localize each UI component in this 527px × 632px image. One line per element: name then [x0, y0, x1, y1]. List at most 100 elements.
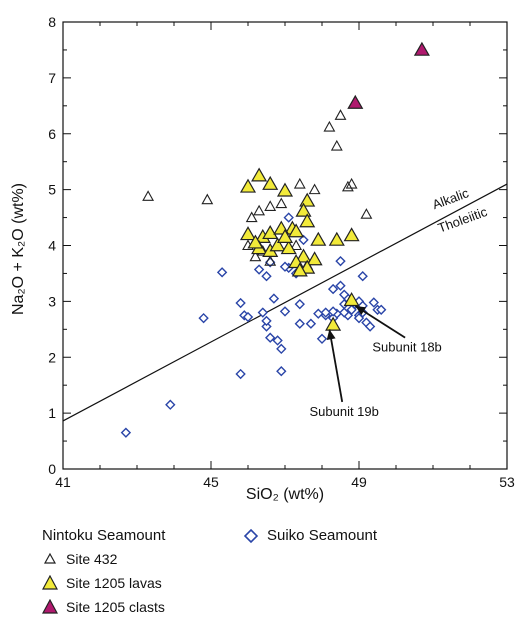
data-point-diamond [364, 321, 376, 332]
y-tick-label: 1 [48, 405, 56, 421]
data-point-filled-triangle [306, 251, 323, 266]
data-point-filled-triangle [291, 262, 308, 277]
legend-label: Suiko Seamount [267, 527, 378, 544]
data-point-diamond [261, 321, 272, 332]
data-point-diamond [261, 315, 272, 327]
data-point-open-triangle [330, 139, 343, 151]
data-point-filled-triangle [413, 41, 430, 56]
data-point-filled-triangle [239, 226, 257, 241]
data-point-filled-triangle [347, 94, 364, 109]
data-point-filled-triangle [262, 175, 279, 190]
y-axis-label: Na₂O + K₂O (wt%) [10, 183, 27, 315]
data-point-diamond [327, 283, 339, 295]
data-point-open-triangle [253, 204, 266, 216]
data-point-diamond [257, 307, 268, 318]
y-tick-label: 0 [48, 461, 56, 477]
legend-label: Site 432 [66, 551, 118, 567]
y-tick-label: 5 [48, 182, 56, 198]
data-point-diamond [253, 264, 265, 275]
x-tick-label: 49 [351, 474, 367, 490]
data-point-filled-triangle [247, 234, 264, 249]
legend: Nintoku Seamount Suiko Seamount Site 432… [42, 527, 512, 627]
data-point-filled-triangle [295, 202, 312, 217]
data-point-open-triangle [323, 120, 336, 132]
diamond-icon [243, 528, 259, 543]
data-point-diamond [235, 368, 246, 380]
data-point-diamond [368, 297, 379, 308]
data-point-open-triangle [245, 211, 258, 223]
data-point-diamond [268, 293, 280, 304]
alkalic-tholeiitic-divider [62, 183, 508, 422]
data-point-open-triangle [308, 183, 321, 195]
data-point-diamond [276, 366, 287, 377]
data-point-filled-triangle [288, 223, 305, 238]
data-point-diamond [283, 212, 294, 223]
x-axis-label: SiO₂ (wt%) [246, 486, 324, 503]
data-point-diamond [335, 255, 346, 267]
data-point-filled-triangle [251, 167, 268, 182]
data-point-diamond [279, 261, 291, 272]
data-point-diamond [216, 267, 228, 278]
annotation-label: Subunit 19b [309, 404, 378, 419]
data-point-diamond [198, 312, 209, 324]
data-point-diamond [357, 271, 368, 282]
data-point-filled-triangle [310, 231, 327, 246]
legend-nintoku-heading: Nintoku Seamount [42, 527, 166, 544]
data-point-open-triangle [341, 180, 354, 192]
data-point-diamond [313, 308, 324, 319]
data-point-filled-triangle [299, 192, 316, 207]
legend-item-site-1205-lavas: Site 1205 lavas [42, 575, 162, 591]
legend-label: Site 1205 lavas [66, 575, 162, 591]
y-tick-label: 2 [48, 349, 56, 365]
data-point-filled-triangle [299, 213, 316, 228]
data-point-open-triangle [142, 190, 155, 201]
data-point-open-triangle [290, 239, 303, 251]
annotation-arrowhead [326, 329, 336, 340]
annotation-arrowhead [355, 305, 367, 316]
alkalic-label: Alkalic [430, 185, 471, 212]
data-point-filled-triangle [262, 224, 279, 240]
data-point-filled-triangle [325, 316, 342, 331]
legend-item-site-432: Site 432 [42, 551, 117, 567]
data-point-diamond [272, 335, 283, 346]
data-point-diamond [294, 298, 305, 310]
data-point-open-triangle [264, 200, 277, 211]
legend-label: Site 1205 clasts [66, 599, 165, 615]
y-tick-label: 6 [48, 126, 56, 142]
data-point-open-triangle [249, 250, 262, 262]
legend-item-suiko: Suiko Seamount [243, 527, 377, 544]
data-point-diamond [335, 280, 346, 291]
data-point-filled-triangle [328, 231, 345, 246]
data-point-diamond [261, 271, 272, 282]
data-point-diamond [235, 297, 246, 309]
data-point-diamond [279, 306, 291, 317]
data-point-diamond [353, 312, 365, 324]
data-point-diamond [242, 311, 254, 323]
data-point-diamond [339, 289, 350, 300]
data-point-diamond [265, 332, 276, 343]
x-tick-label: 41 [55, 474, 71, 490]
data-point-open-triangle [345, 177, 358, 189]
yellow-triangle-icon [42, 575, 58, 590]
data-point-filled-triangle [239, 178, 257, 193]
data-point-filled-triangle [276, 228, 294, 243]
y-tick-label: 8 [48, 14, 56, 30]
annotation-arrow-line [328, 329, 344, 403]
annotation-label: Subunit 18b [372, 340, 441, 355]
data-point-diamond [120, 427, 132, 438]
data-point-diamond [327, 306, 339, 317]
data-point-open-triangle [293, 177, 306, 189]
data-point-filled-triangle [276, 182, 294, 197]
data-point-filled-triangle [269, 237, 286, 252]
legend-item-site-1205-clasts: Site 1205 clasts [42, 599, 165, 615]
data-point-open-triangle [264, 255, 277, 266]
data-point-filled-triangle [343, 292, 360, 307]
data-point-diamond [276, 343, 287, 355]
x-tick-label: 45 [203, 474, 219, 490]
data-point-open-triangle [360, 208, 373, 219]
y-tick-label: 3 [48, 293, 56, 309]
data-point-diamond [339, 307, 350, 318]
plot-frame [62, 21, 508, 470]
data-point-open-triangle [201, 193, 214, 205]
